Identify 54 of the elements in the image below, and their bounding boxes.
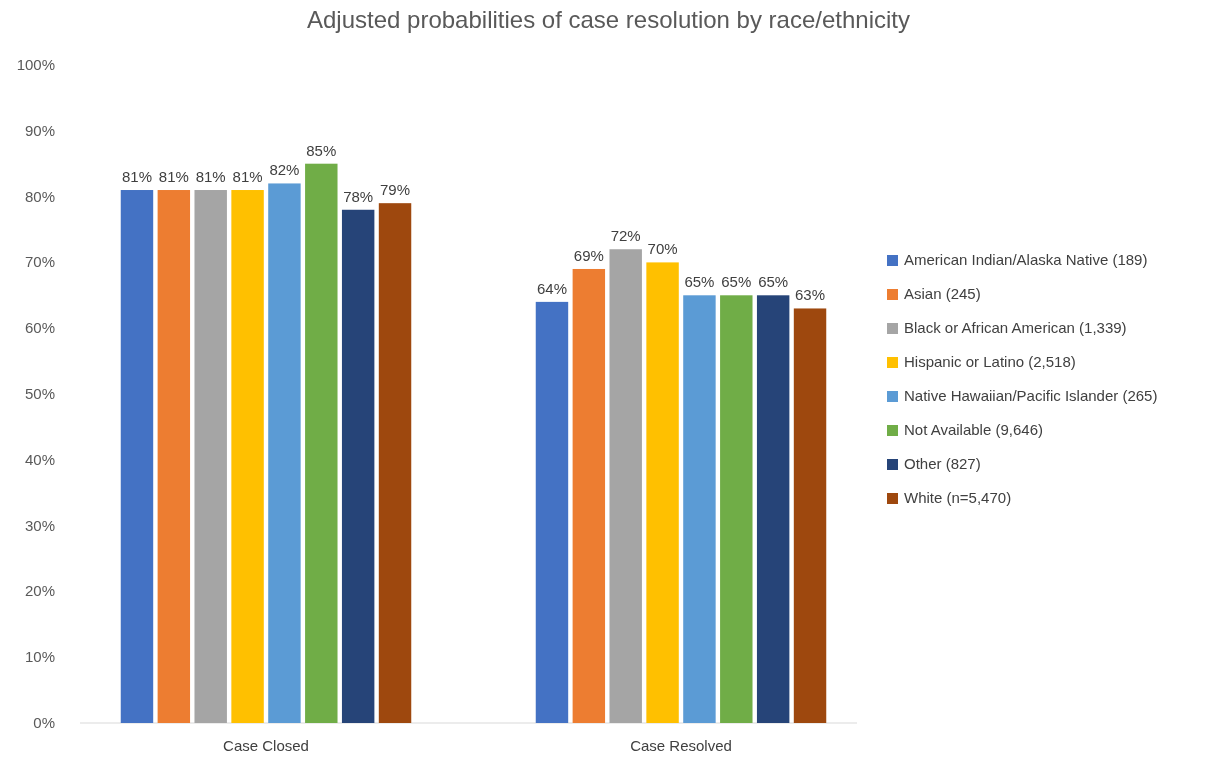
data-label: 82% — [269, 161, 300, 179]
bar — [535, 301, 569, 723]
bar — [683, 295, 716, 723]
bar — [231, 190, 264, 723]
y-tick-label: 60% — [24, 319, 55, 337]
bar — [157, 190, 191, 723]
data-label: 85% — [306, 141, 337, 159]
chart-title: Adjusted probabilities of case resolution by race/ethnicity — [307, 6, 910, 33]
data-label: 65% — [721, 273, 752, 291]
y-tick-label: 50% — [24, 385, 55, 402]
legend-label: White (n=5,470) — [904, 489, 1012, 506]
legend-label: Asian (245) — [904, 285, 981, 302]
legend-label: Not Available (9,646) — [904, 421, 1043, 438]
y-tick-label: 100% — [16, 56, 55, 73]
data-label: 81% — [232, 168, 263, 186]
bar — [378, 203, 412, 723]
y-tick-label: 40% — [24, 450, 55, 468]
legend-label: American Indian/Alaska Native (189) — [904, 251, 1148, 268]
data-label: 69% — [573, 246, 604, 264]
legend-label: Other (827) — [904, 455, 981, 472]
legend-label: Black or African American (1,339) — [904, 319, 1127, 336]
y-tick-label: 90% — [24, 121, 55, 139]
data-label: 81% — [158, 168, 189, 186]
bar — [341, 209, 375, 723]
y-tick-label: 10% — [24, 648, 55, 666]
data-label: 81% — [195, 168, 226, 186]
bar — [720, 295, 753, 723]
y-tick-label: 70% — [24, 253, 55, 271]
y-tick-label: 0% — [33, 714, 55, 731]
data-label: 79% — [380, 181, 411, 199]
bar — [609, 249, 642, 723]
data-label: 65% — [758, 273, 789, 291]
bar — [120, 190, 154, 723]
data-label: 78% — [343, 187, 374, 205]
bar — [756, 295, 790, 723]
x-tick-label: Case Closed — [223, 737, 309, 754]
data-label: 65% — [684, 273, 715, 291]
data-label: 81% — [121, 168, 152, 186]
y-tick-label: 80% — [24, 187, 55, 205]
legend-label: Native Hawaiian/Pacific Islander (265) — [904, 387, 1158, 404]
bar — [646, 262, 679, 723]
y-tick-label: 30% — [24, 516, 55, 534]
y-tick-label: 20% — [24, 582, 55, 600]
x-tick-label: Case Resolved — [630, 737, 732, 754]
data-label: 72% — [610, 227, 641, 245]
bar — [572, 268, 606, 723]
data-label: 64% — [536, 279, 567, 297]
bar — [194, 190, 227, 723]
bar — [305, 163, 338, 723]
bar — [793, 308, 827, 723]
bar — [268, 183, 301, 723]
legend-label: Hispanic or Latino (2,518) — [904, 353, 1076, 370]
data-label: 70% — [647, 240, 678, 258]
data-label: 63% — [795, 286, 826, 304]
